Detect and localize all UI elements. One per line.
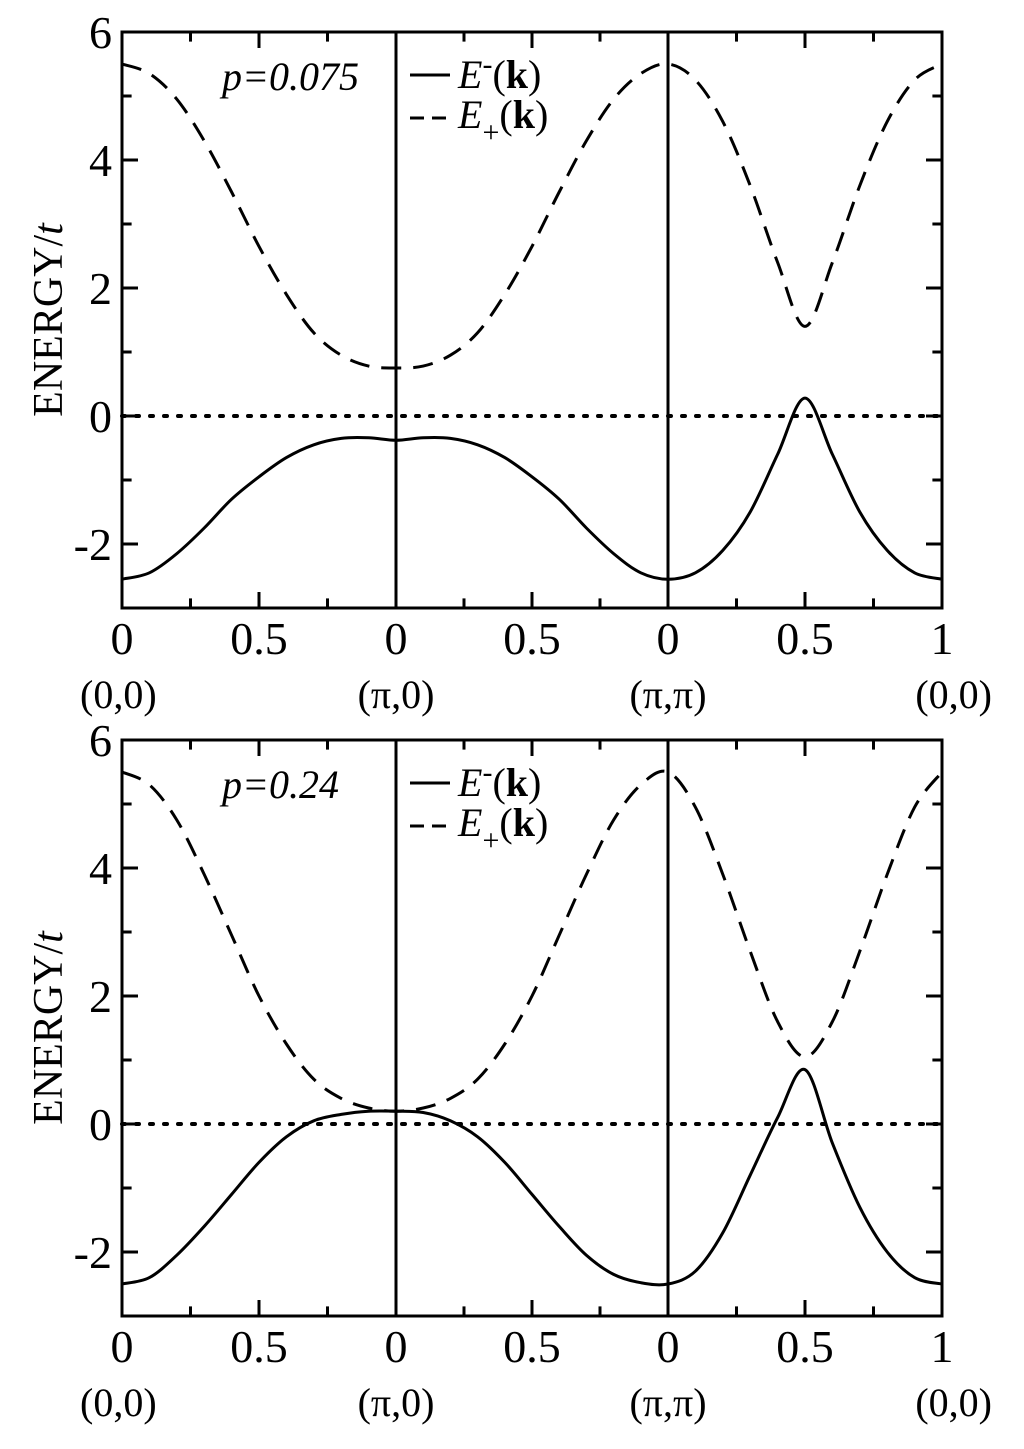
x-tick-labels: 0 0.5 0 0.5 0 0.5 1 bbox=[111, 613, 954, 664]
k-point-label: (π,0) bbox=[358, 1380, 435, 1425]
y-tick-label: -2 bbox=[74, 519, 112, 570]
series-e-plus-line bbox=[121, 769, 944, 1113]
x-tick-label: 0.5 bbox=[776, 613, 834, 664]
k-point-label: (0,0) bbox=[80, 1380, 157, 1425]
x-tick-label: 0.5 bbox=[230, 1321, 288, 1372]
legend: E-(k) E+(k) bbox=[410, 48, 548, 149]
x-tick-labels: 0 0.5 0 0.5 0 0.5 1 bbox=[111, 1321, 954, 1372]
y-tick-label: 4 bbox=[89, 843, 112, 894]
series-e-minus-line bbox=[121, 396, 943, 581]
k-point-label: (0,0) bbox=[80, 672, 157, 717]
x-tick-label: 0.5 bbox=[230, 613, 288, 664]
series-e-minus-line bbox=[121, 1068, 943, 1287]
y-tick-label: 6 bbox=[89, 7, 112, 58]
y-tick-labels: -2 0 2 4 6 bbox=[74, 715, 112, 1278]
x-tick-label: 0.5 bbox=[503, 613, 561, 664]
legend-e-minus-label: E-(k) bbox=[457, 756, 541, 805]
k-point-label: (π,0) bbox=[358, 672, 435, 717]
x-tick-label: 0 bbox=[385, 1321, 408, 1372]
x-tick-label: 0 bbox=[657, 613, 680, 664]
segment-dividers bbox=[394, 740, 670, 1316]
y-tick-label: -2 bbox=[74, 1227, 112, 1278]
y-tick-label: 2 bbox=[89, 263, 112, 314]
series-e-plus-line bbox=[121, 62, 943, 370]
x-tick-label: 0 bbox=[657, 1321, 680, 1372]
k-point-label: (π,π) bbox=[629, 672, 706, 717]
axis-ticks bbox=[120, 30, 944, 610]
legend: E-(k) E+(k) bbox=[410, 756, 548, 857]
k-point-labels: (0,0) (π,0) (π,π) (0,0) bbox=[80, 672, 992, 717]
k-point-label: (π,π) bbox=[629, 1380, 706, 1425]
x-tick-label: 0.5 bbox=[503, 1321, 561, 1372]
y-tick-label: 0 bbox=[89, 391, 112, 442]
x-tick-label: 1 bbox=[931, 613, 954, 664]
doping-annotation: p=0.24 bbox=[219, 762, 339, 807]
doping-annotation: p=0.075 bbox=[219, 54, 359, 99]
legend-e-plus-label: E+(k) bbox=[457, 92, 548, 149]
y-tick-label: 0 bbox=[89, 1099, 112, 1150]
segment-dividers bbox=[394, 32, 670, 608]
axis-ticks bbox=[120, 738, 944, 1318]
y-tick-labels: -2 0 2 4 6 bbox=[74, 7, 112, 570]
x-tick-label: 0 bbox=[111, 1321, 134, 1372]
k-point-label: (0,0) bbox=[915, 672, 992, 717]
legend-e-plus-label: E+(k) bbox=[457, 800, 548, 857]
k-point-label: (0,0) bbox=[915, 1380, 992, 1425]
x-tick-label: 0 bbox=[385, 613, 408, 664]
y-tick-label: 2 bbox=[89, 971, 112, 1022]
y-axis-label: ENERGY/t bbox=[26, 222, 72, 417]
k-point-labels: (0,0) (π,0) (π,π) (0,0) bbox=[80, 1380, 992, 1425]
y-tick-label: 4 bbox=[89, 135, 112, 186]
x-tick-label: 1 bbox=[931, 1321, 954, 1372]
legend-e-minus-label: E-(k) bbox=[457, 48, 541, 97]
x-tick-label: 0.5 bbox=[776, 1321, 834, 1372]
y-tick-label: 6 bbox=[89, 715, 112, 766]
x-tick-label: 0 bbox=[111, 613, 134, 664]
y-axis-label: ENERGY/t bbox=[26, 930, 72, 1125]
